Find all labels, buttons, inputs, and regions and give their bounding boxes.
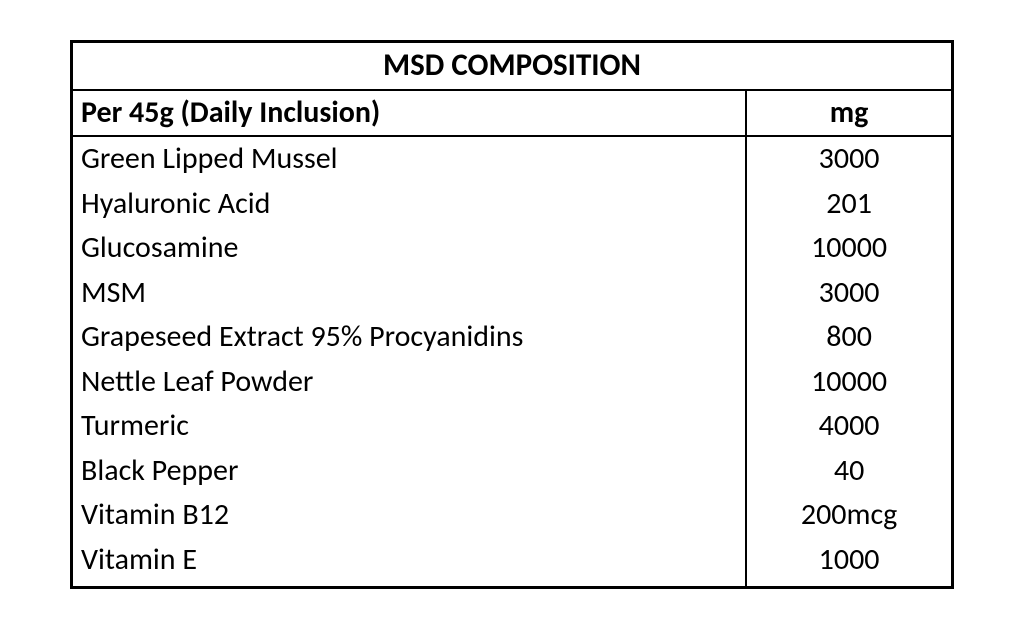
table-row: MSM 3000 bbox=[72, 271, 953, 316]
ingredient-value: 3000 bbox=[746, 271, 952, 316]
ingredient-value: 1000 bbox=[746, 538, 952, 588]
ingredient-name: Hyaluronic Acid bbox=[72, 182, 747, 227]
table-row: Vitamin E 1000 bbox=[72, 538, 953, 588]
composition-table: MSD COMPOSITION Per 45g (Daily Inclusion… bbox=[70, 40, 954, 589]
table-row: Grapeseed Extract 95% Procyanidins 800 bbox=[72, 315, 953, 360]
ingredient-value: 4000 bbox=[746, 404, 952, 449]
table-row: Glucosamine 10000 bbox=[72, 226, 953, 271]
ingredient-value: 3000 bbox=[746, 136, 952, 182]
ingredient-name: Black Pepper bbox=[72, 449, 747, 494]
table-row: Vitamin B12 200mcg bbox=[72, 493, 953, 538]
ingredient-name: Green Lipped Mussel bbox=[72, 136, 747, 182]
ingredient-value: 40 bbox=[746, 449, 952, 494]
header-left: Per 45g (Daily Inclusion) bbox=[72, 90, 747, 137]
ingredient-name: Vitamin B12 bbox=[72, 493, 747, 538]
table-title: MSD COMPOSITION bbox=[72, 42, 953, 90]
table-row: Black Pepper 40 bbox=[72, 449, 953, 494]
ingredient-value: 10000 bbox=[746, 226, 952, 271]
ingredient-name: Glucosamine bbox=[72, 226, 747, 271]
ingredient-value: 800 bbox=[746, 315, 952, 360]
header-right: mg bbox=[746, 90, 952, 137]
table-header-row: Per 45g (Daily Inclusion) mg bbox=[72, 90, 953, 137]
ingredient-name: Grapeseed Extract 95% Procyanidins bbox=[72, 315, 747, 360]
table-title-row: MSD COMPOSITION bbox=[72, 42, 953, 90]
table-row: Nettle Leaf Powder 10000 bbox=[72, 360, 953, 405]
table-row: Hyaluronic Acid 201 bbox=[72, 182, 953, 227]
ingredient-name: Turmeric bbox=[72, 404, 747, 449]
ingredient-name: Vitamin E bbox=[72, 538, 747, 588]
table-row: Turmeric 4000 bbox=[72, 404, 953, 449]
ingredient-name: MSM bbox=[72, 271, 747, 316]
table-row: Green Lipped Mussel 3000 bbox=[72, 136, 953, 182]
ingredient-value: 200mcg bbox=[746, 493, 952, 538]
ingredient-value: 10000 bbox=[746, 360, 952, 405]
ingredient-name: Nettle Leaf Powder bbox=[72, 360, 747, 405]
ingredient-value: 201 bbox=[746, 182, 952, 227]
